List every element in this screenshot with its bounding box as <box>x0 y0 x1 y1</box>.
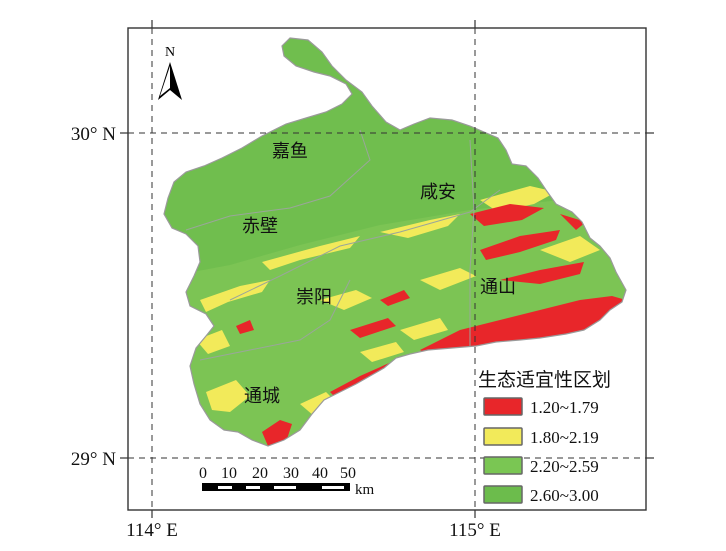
legend-label-2: 1.80~2.19 <box>530 428 599 447</box>
legend-item: 1.20~1.79 <box>483 397 599 417</box>
place-label-xianan: 咸安 <box>420 182 456 203</box>
place-label-jiayu: 嘉鱼 <box>272 141 308 162</box>
scale-tick-0: 0 <box>199 465 207 482</box>
county-boundaries <box>185 129 501 361</box>
map-frame <box>127 27 647 511</box>
scale-tick-40: 40 <box>312 465 328 482</box>
lat-label-29: 29° N <box>71 449 116 470</box>
lat-label-30: 30° N <box>71 124 116 145</box>
scale-tick-50: 50 <box>340 465 356 482</box>
scale-ticks: 0 10 20 30 40 50 <box>199 465 356 482</box>
legend-label-4: 2.60~3.00 <box>530 486 599 505</box>
place-label-tongshan: 通山 <box>480 277 516 298</box>
place-label-chongyang: 崇阳 <box>296 287 332 308</box>
north-arrow-left-half <box>158 62 170 100</box>
legend-swatch-3 <box>483 456 523 475</box>
place-label-chibi: 赤壁 <box>242 216 278 237</box>
legend-item: 2.60~3.00 <box>483 485 599 505</box>
place-labels: 嘉鱼 赤壁 咸安 崇阳 通山 通城 <box>242 141 516 407</box>
scale-bar-segment <box>246 486 260 489</box>
north-label: N <box>165 45 175 60</box>
legend-item: 1.80~2.19 <box>483 427 599 447</box>
north-arrow-right-half <box>170 62 182 100</box>
legend: 生态适宜性区划 1.20~1.79 1.80~2.19 2.20~2.59 2.… <box>478 369 611 505</box>
suitability-region <box>164 38 626 446</box>
lon-label-115: 115° E <box>449 520 501 541</box>
frame-ticks <box>120 20 654 518</box>
legend-swatch-2 <box>483 427 523 446</box>
legend-swatch-1 <box>483 397 523 416</box>
scale-tick-20: 20 <box>252 465 268 482</box>
scale-tick-30: 30 <box>283 465 299 482</box>
lon-label-114: 114° E <box>126 520 178 541</box>
north-arrow-highlight <box>160 66 170 96</box>
legend-label-3: 2.20~2.59 <box>530 457 599 476</box>
scale-bar-segment <box>218 486 232 489</box>
graticule <box>128 28 646 510</box>
scale-bar-segment <box>274 486 296 489</box>
scale-tick-10: 10 <box>221 465 237 482</box>
scale-unit: km <box>355 482 375 498</box>
legend-item: 2.20~2.59 <box>483 456 599 476</box>
scale-bar-segment <box>322 486 344 489</box>
place-label-tongcheng: 通城 <box>244 386 280 407</box>
legend-swatch-4 <box>483 485 523 504</box>
legend-title: 生态适宜性区划 <box>478 369 611 391</box>
scale-bar: 0 10 20 30 40 50 km <box>199 465 375 498</box>
legend-label-1: 1.20~1.79 <box>530 398 599 417</box>
north-arrow: N <box>158 45 182 100</box>
